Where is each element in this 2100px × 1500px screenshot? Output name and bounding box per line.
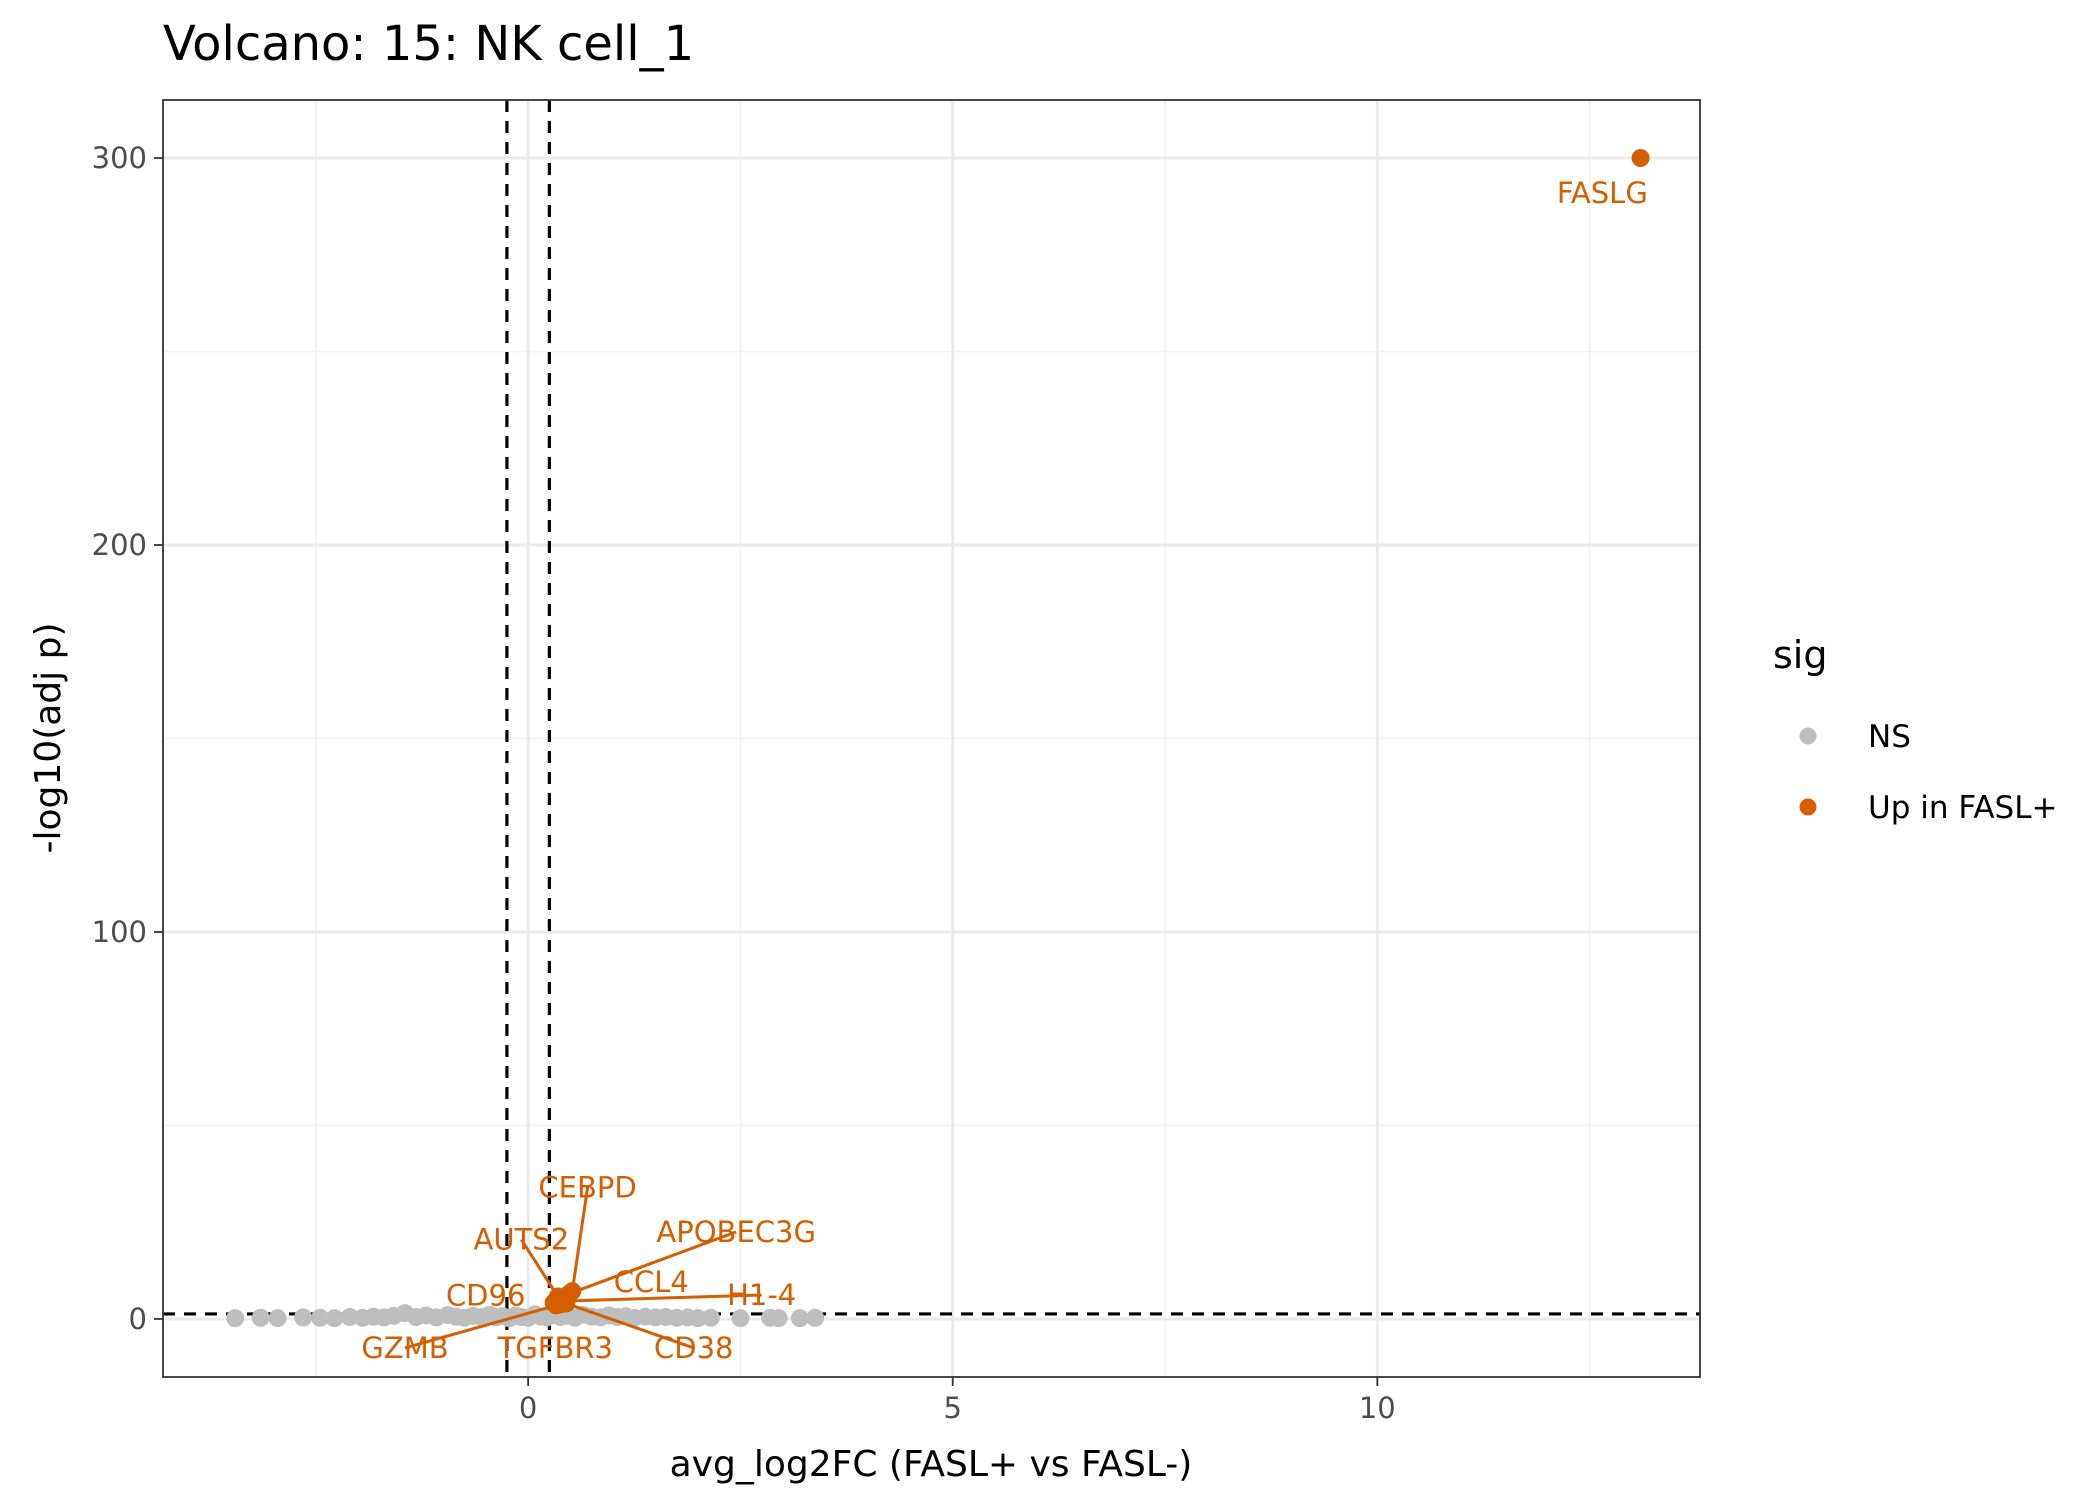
gene-label: APOBEC3G (656, 1215, 816, 1249)
ns-point (251, 1308, 270, 1327)
gene-label: FASLG (1557, 176, 1648, 210)
leader-line (570, 1187, 590, 1292)
x-tick-label: 10 (1359, 1391, 1396, 1425)
label-leader-lines (404, 1187, 762, 1350)
gene-label: AUTS2 (474, 1223, 570, 1257)
ns-point (688, 1309, 707, 1328)
ns-point (731, 1309, 750, 1328)
ns-point (790, 1309, 809, 1328)
legend-key-up (1799, 798, 1817, 816)
y-axis-title: -log10(adj p) (28, 623, 69, 854)
y-axis: 0 100 200 300 (92, 141, 163, 1336)
ns-point (268, 1309, 287, 1328)
leader-line (568, 1230, 737, 1296)
gene-label: CCL4 (614, 1265, 689, 1299)
ns-point (325, 1309, 344, 1328)
legend-label-ns: NS (1868, 719, 1911, 755)
leader-line (565, 1302, 695, 1350)
leader-line (520, 1238, 560, 1298)
legend-key-ns (1799, 727, 1817, 745)
gene-label: CD96 (446, 1279, 525, 1313)
gene-labels: FASLG CEBPD APOBEC3G AUTS2 CCL4 H1-4 CD96 CD38 T… (361, 176, 1647, 1365)
ns-point (226, 1309, 245, 1328)
legend-label-up: Up in FASL+ (1868, 790, 2057, 826)
plot-panel: FASLG CEBPD APOBEC3G AUTS2 CCL4 H1-4 CD96 CD38 T… (162, 99, 1701, 1378)
ns-point (701, 1308, 720, 1327)
y-tick-label: 300 (92, 141, 147, 175)
ns-point (340, 1308, 359, 1327)
gene-label: CD38 (654, 1331, 733, 1365)
gene-label: GZMB (361, 1331, 448, 1365)
x-axis: 0 5 10 (519, 1377, 1396, 1425)
panel-border (162, 99, 1701, 1378)
gene-label: H1-4 (727, 1278, 796, 1312)
legend: sig NS Up in FASL+ (1773, 633, 2057, 826)
chart-title: Volcano: 15: NK cell_1 (163, 16, 694, 72)
x-tick-label: 5 (944, 1391, 962, 1425)
x-tick-label: 0 (519, 1391, 537, 1425)
grid-minor-lines (163, 100, 1700, 1377)
ns-point (294, 1308, 313, 1327)
ns-point (769, 1309, 788, 1328)
legend-title: sig (1773, 633, 1827, 677)
leader-line (562, 1293, 762, 1303)
y-tick-label: 100 (92, 915, 147, 949)
x-axis-title: avg_log2FC (FASL+ vs FASL-) (670, 1444, 1193, 1485)
leader-line (404, 1303, 557, 1350)
y-tick-label: 0 (129, 1302, 147, 1336)
up-point (547, 1296, 566, 1315)
up-point (1631, 149, 1650, 168)
up-points (544, 149, 1650, 1315)
gene-label: CEBPD (538, 1170, 636, 1204)
ns-point (806, 1308, 825, 1327)
gene-label: TGFBR3 (497, 1331, 613, 1365)
ns-point (311, 1308, 330, 1327)
y-tick-label: 200 (92, 528, 147, 562)
